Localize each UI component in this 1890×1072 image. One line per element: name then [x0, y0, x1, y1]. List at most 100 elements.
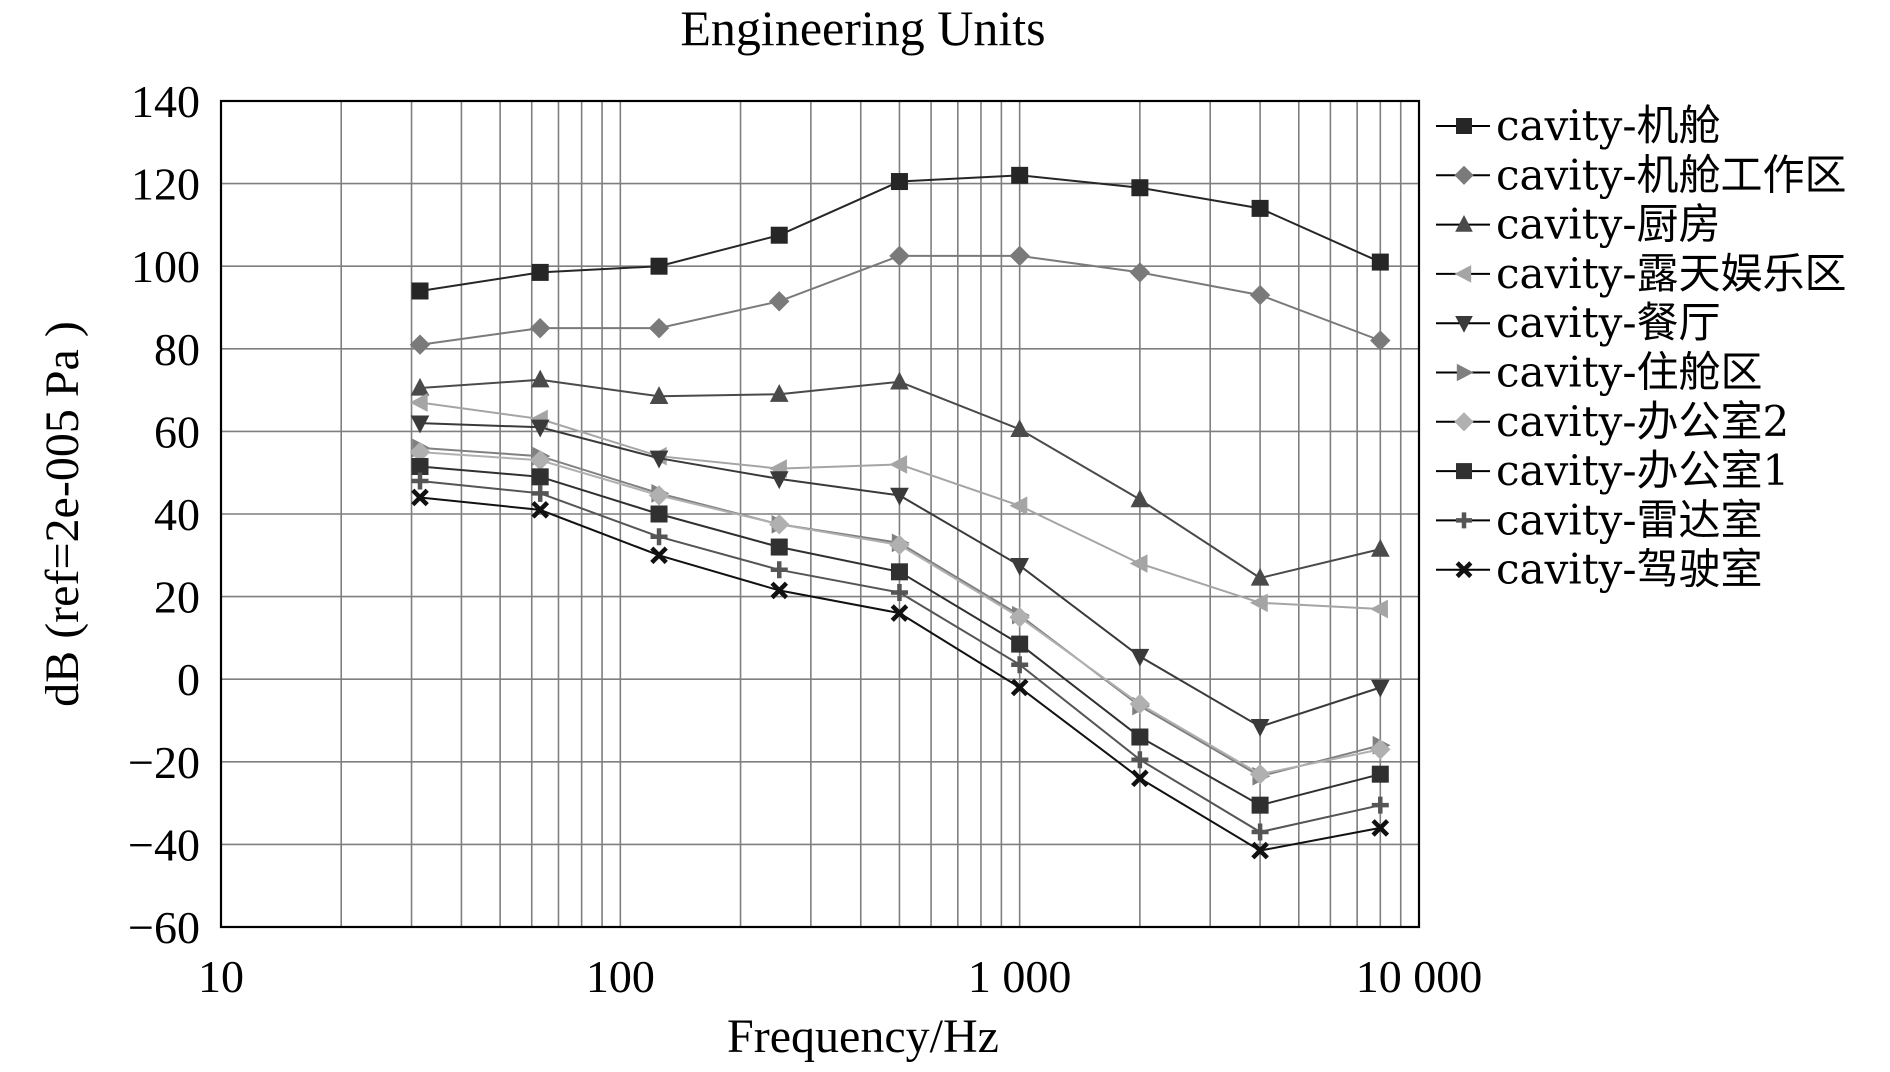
x-marker [1455, 561, 1473, 579]
triangle-up-marker [649, 386, 669, 404]
square-marker [531, 263, 549, 281]
series-7 [409, 441, 1391, 785]
series-5 [410, 415, 1390, 737]
diamond-marker [648, 485, 670, 506]
square-marker [1251, 796, 1269, 814]
legend-label: cavity-露天娱乐区 [1496, 249, 1847, 298]
series-8 [411, 458, 1389, 814]
square-marker [890, 173, 908, 191]
y-tick-label: −40 [128, 819, 200, 870]
square-marker [1131, 728, 1149, 746]
triangle-down-marker [1010, 557, 1030, 576]
triangle-left-marker [1009, 496, 1028, 516]
triangle-left-marker [1249, 593, 1268, 613]
y-tick-label: 80 [154, 324, 200, 375]
legend-item: cavity-雷达室 [1436, 495, 1763, 544]
square-marker [1371, 253, 1389, 271]
triangle-down-marker [890, 487, 909, 506]
x-marker [770, 581, 789, 600]
square-marker [770, 226, 788, 244]
triangle-left-marker [1370, 599, 1388, 619]
square-marker [770, 538, 788, 556]
square-marker [1456, 463, 1472, 480]
square-marker [1131, 179, 1149, 197]
diamond-marker [530, 317, 551, 339]
legend-label: cavity-机舱工作区 [1496, 150, 1847, 199]
plus-marker [531, 484, 549, 502]
triangle-down-marker [769, 471, 789, 490]
plus-marker [890, 583, 908, 601]
y-tick-label: −20 [128, 737, 200, 788]
diamond-marker [1454, 412, 1474, 432]
triangle-up-marker [769, 384, 789, 402]
plus-marker [1456, 512, 1472, 529]
x-tick-labels: 10 100 1 000 10 000 [198, 951, 1482, 1002]
legend-label: cavity-雷达室 [1496, 495, 1763, 544]
series-group [409, 166, 1391, 860]
diamond-marker [1249, 763, 1271, 785]
square-marker [1456, 118, 1472, 134]
triangle-down-marker [1130, 648, 1150, 667]
plus-marker [411, 472, 429, 490]
x-tick-label: 10 000 [1356, 951, 1483, 1002]
x-tick-label: 10 [198, 951, 244, 1002]
y-tick-labels: 140 120 100 80 60 40 20 0 −20 −40 −60 [128, 76, 200, 953]
triangle-up-marker [890, 371, 909, 390]
x-marker [650, 546, 668, 565]
x-marker [411, 488, 429, 507]
legend-item: cavity-露天娱乐区 [1436, 249, 1847, 298]
x-marker [1131, 769, 1149, 788]
triangle-up-marker [1130, 489, 1150, 508]
legend-item: cavity-驾驶室 [1436, 545, 1763, 594]
legend-item: cavity-办公室1 [1436, 446, 1789, 495]
plus-marker [1371, 796, 1389, 814]
legend-label: cavity-餐厅 [1496, 298, 1721, 347]
square-marker [411, 458, 429, 476]
x-marker [1251, 841, 1269, 860]
triangle-up-marker [1455, 215, 1473, 232]
diamond-marker [1370, 739, 1391, 760]
y-tick-label: 40 [154, 489, 200, 540]
triangle-up-marker [410, 377, 430, 396]
square-marker [531, 468, 549, 486]
triangle-left-marker [1129, 554, 1148, 573]
chart-title: Engineering Units [680, 0, 1045, 56]
y-tick-label: −60 [128, 902, 200, 953]
legend-label: cavity-厨房 [1496, 200, 1721, 249]
legend-label: cavity-机舱 [1496, 101, 1721, 150]
y-tick-label: 140 [131, 76, 200, 127]
series-2 [409, 245, 1391, 355]
x-tick-label: 1 000 [968, 951, 1072, 1002]
x-marker [890, 604, 909, 622]
triangle-down-marker [1455, 316, 1473, 333]
triangle-left-marker [1454, 265, 1472, 283]
square-marker [1251, 199, 1269, 217]
plot-frame [219, 99, 1421, 929]
y-tick-label: 120 [131, 159, 200, 210]
diamond-marker [769, 514, 790, 535]
diamond-marker [889, 534, 910, 556]
triangle-left-marker [409, 393, 428, 412]
y-tick-label: 0 [177, 654, 200, 705]
legend-item: cavity-餐厅 [1436, 298, 1721, 347]
plus-marker [1131, 751, 1149, 769]
triangle-up-marker [1250, 567, 1270, 586]
diamond-marker [1129, 262, 1151, 283]
triangle-up-marker [1370, 538, 1390, 557]
series-3 [410, 369, 1390, 586]
y-tick-label: 100 [131, 241, 200, 292]
square-marker [1011, 166, 1029, 184]
diamond-marker [1009, 607, 1030, 628]
x-marker [1371, 819, 1390, 837]
legend-label: cavity-驾驶室 [1496, 545, 1763, 594]
square-marker [650, 505, 668, 523]
series-1 [411, 166, 1389, 300]
y-tick-label: 60 [154, 406, 200, 457]
diamond-marker [409, 441, 431, 463]
legend-item: cavity-机舱工作区 [1436, 150, 1847, 199]
triangle-down-marker [1370, 679, 1390, 698]
square-marker [650, 257, 668, 275]
diamond-marker [1009, 245, 1030, 267]
diamond-marker [409, 334, 431, 355]
